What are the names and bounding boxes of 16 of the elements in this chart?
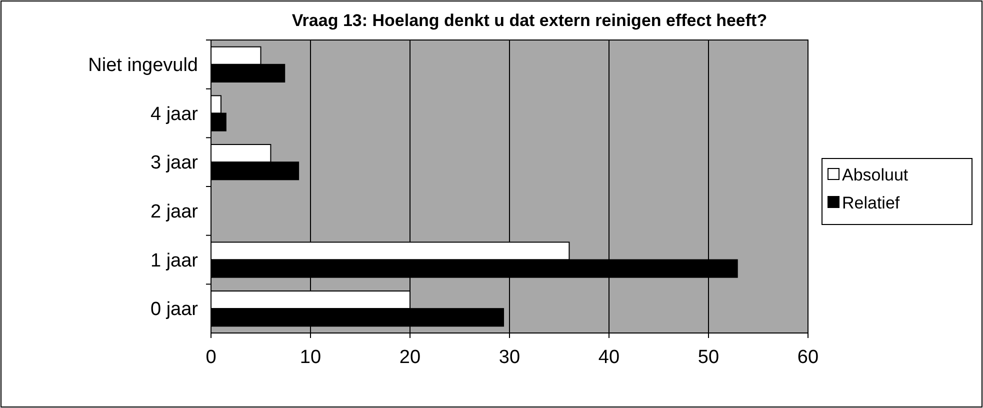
y-tick-label: 1 jaar <box>150 250 199 272</box>
x-tick-label: 50 <box>698 347 720 368</box>
legend-label: Absoluut <box>842 165 908 184</box>
x-tick-label: 30 <box>498 347 520 368</box>
y-tick-label: 0 jaar <box>150 299 199 320</box>
x-tick-label: 10 <box>300 347 322 368</box>
chart-title: Vraag 13: Hoelang denkt u dat extern reinigen effect heeft? <box>292 11 768 30</box>
x-tick-label: 60 <box>797 347 819 368</box>
y-tick-label: Niet ingevuld <box>88 55 198 76</box>
y-tick-label: 3 jaar <box>150 152 199 174</box>
x-tick-label: 40 <box>598 347 620 368</box>
y-tick-label: 2 jaar <box>150 202 199 223</box>
y-tick-label: 4 jaar <box>150 104 199 125</box>
x-tick-label: 20 <box>399 347 421 368</box>
x-tick-label: 0 <box>206 347 216 368</box>
legend-label: Relatief <box>842 193 900 212</box>
